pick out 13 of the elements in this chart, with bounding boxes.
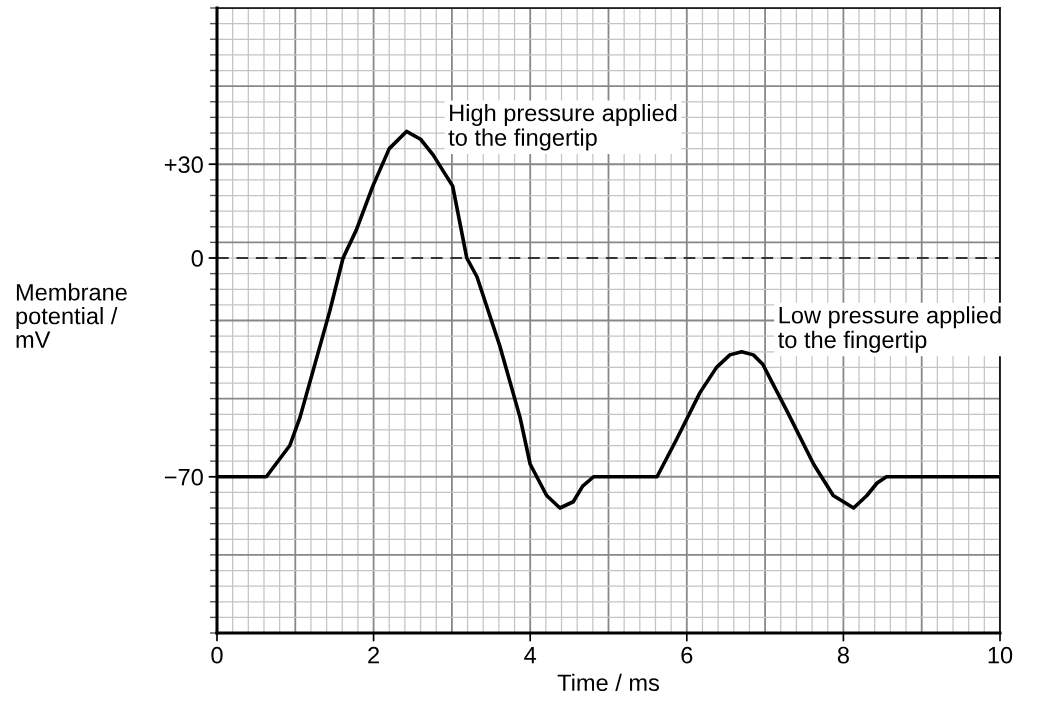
x-tick-label: 6	[681, 646, 693, 664]
x-tick-label: 0	[211, 646, 223, 664]
x-tick-label: 2	[368, 646, 379, 664]
annotation: Low pressure applied to the fingertip	[778, 306, 1001, 353]
x-tick-label: 4	[524, 647, 537, 664]
annotation: High pressure applied to the fingertip	[448, 103, 677, 151]
x-axis-title: Time / ms	[557, 673, 660, 692]
y-tick-label: +30	[164, 156, 203, 174]
y-tick-label: 0	[191, 250, 203, 267]
y-tick-label: −70	[164, 468, 203, 486]
y-axis-title: Membrane potential / mV	[16, 283, 127, 348]
x-tick-label: 10	[988, 646, 1013, 664]
x-tick-label: 8	[837, 646, 849, 664]
